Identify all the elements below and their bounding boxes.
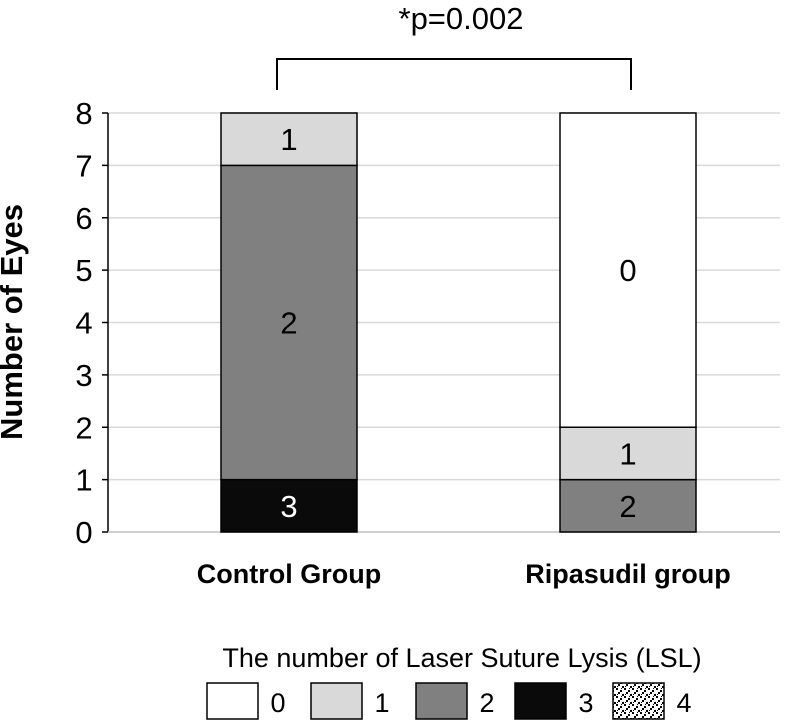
legend-label: 2: [479, 688, 494, 718]
legend-label: 4: [676, 688, 691, 718]
legend-swatch: [206, 682, 259, 720]
bar-segment: [220, 164, 358, 481]
segment-label: 1: [280, 122, 297, 157]
legend-swatch: [310, 682, 363, 720]
legend-label: 0: [270, 688, 285, 718]
legend: 0 1 2 3 4: [206, 682, 692, 720]
y-tick-label: 5: [75, 253, 92, 288]
y-tick-label: 7: [75, 148, 92, 183]
y-tick-label: 2: [75, 410, 92, 445]
y-tick-label: 8: [75, 96, 92, 131]
x-category-label: Control Group: [197, 559, 381, 589]
bar-segment: [220, 478, 358, 533]
x-category-label: Ripasudil group: [525, 559, 731, 589]
gridlines: [108, 112, 780, 481]
y-axis-label: Number of Eyes: [0, 204, 29, 440]
legend-swatch: [612, 682, 665, 720]
legend-swatch: [415, 682, 468, 720]
legend-swatch: [514, 682, 567, 720]
bar-segment: [559, 426, 697, 481]
y-tick-label: 4: [75, 306, 92, 341]
segment-label: 0: [619, 253, 636, 288]
data-labels: 3 2 1 2 1 0: [280, 122, 636, 524]
y-tick-label: 0: [75, 515, 92, 550]
bracket-line: [276, 58, 632, 90]
bars: [220, 112, 697, 533]
bar-segment: [559, 478, 697, 533]
segment-label: 2: [280, 306, 297, 341]
y-tick-label: 1: [75, 463, 92, 498]
significance-bracket: *p=0.002: [276, 1, 632, 90]
segment-label: 1: [619, 436, 636, 471]
bar-segment: [559, 112, 697, 428]
legend-title: The number of Laser Suture Lysis (LSL): [222, 643, 701, 673]
legend-label: 1: [374, 688, 389, 718]
y-tick-label: 6: [75, 201, 92, 236]
significance-label: *p=0.002: [399, 1, 524, 36]
segment-label: 2: [619, 489, 636, 524]
segment-label: 3: [280, 489, 297, 524]
legend-label: 3: [578, 688, 593, 718]
y-tick-label: 3: [75, 358, 92, 393]
bar-segment: [220, 112, 358, 167]
axes: 0 1 2 3 4 5 6 7 8 Control Group Ripasudil group: [75, 96, 780, 589]
